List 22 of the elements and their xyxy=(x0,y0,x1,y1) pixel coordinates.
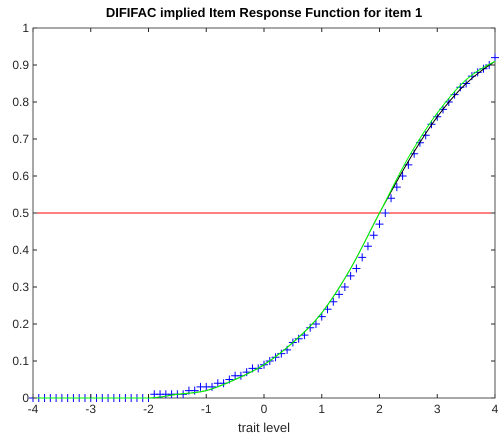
x-tick-label: 3 xyxy=(434,402,441,416)
y-tick-label: 0.3 xyxy=(12,280,30,294)
y-tick-label: 0.6 xyxy=(12,169,30,183)
y-tick-label: 0.8 xyxy=(12,95,30,109)
x-tick-label: -4 xyxy=(28,402,39,416)
x-tick-label: -3 xyxy=(85,402,96,416)
x-tick-label: 4 xyxy=(492,402,499,416)
y-tick-label: 0.2 xyxy=(12,317,30,331)
y-tick-label: 0 xyxy=(22,391,30,405)
x-tick-label: -1 xyxy=(200,402,212,416)
x-tick-label: 1 xyxy=(318,402,326,416)
x-axis-title: trait level xyxy=(238,420,290,435)
y-tick-label: 0.7 xyxy=(12,132,30,146)
y-tick-label: 0.5 xyxy=(12,206,30,220)
x-tick-label: -2 xyxy=(143,402,154,416)
y-tick-label: 0.1 xyxy=(12,354,30,368)
y-tick-label: 0.4 xyxy=(12,243,30,257)
x-tick-label: 2 xyxy=(376,402,384,416)
chart-title: DIFIFAC implied Item Response Function for item 1 xyxy=(106,5,422,20)
x-tick-label: 0 xyxy=(260,402,268,416)
y-tick-label: 1 xyxy=(22,21,30,35)
y-tick-label: 0.9 xyxy=(12,58,30,72)
